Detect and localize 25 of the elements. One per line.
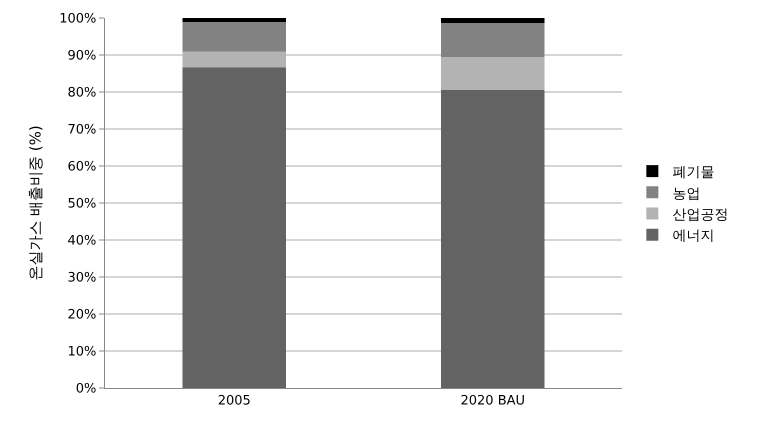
legend-label: 폐기물 — [672, 164, 714, 181]
y-tick-label: 0% — [76, 382, 96, 397]
legend-label: 산업공정 — [672, 206, 728, 223]
x-tick-label: 2005 — [218, 394, 251, 409]
y-tick-label: 50% — [67, 196, 96, 212]
y-tick-label: 90% — [67, 48, 96, 64]
y-tick-label: 20% — [67, 308, 96, 323]
y-tick-label: 100% — [59, 12, 96, 27]
y-tick-label: 80% — [67, 86, 96, 101]
legend-label: 농업 — [672, 186, 700, 202]
x-tick-label: 2020 BAU — [460, 394, 526, 409]
bar — [441, 90, 544, 388]
y-axis-title: 온실가스 배출비중 (%) — [26, 125, 44, 281]
bar — [182, 68, 286, 388]
legend-label: 에너지 — [672, 228, 714, 244]
bar — [441, 23, 544, 58]
y-tick-label: 30% — [67, 270, 96, 286]
bar — [182, 22, 286, 52]
bar — [182, 18, 286, 22]
y-tick-label: 70% — [67, 122, 96, 138]
y-tick-label: 60% — [67, 160, 96, 175]
y-tick-label: 10% — [67, 344, 96, 360]
y-tick-label: 40% — [67, 234, 96, 249]
bar — [441, 57, 544, 90]
bar — [441, 18, 544, 24]
